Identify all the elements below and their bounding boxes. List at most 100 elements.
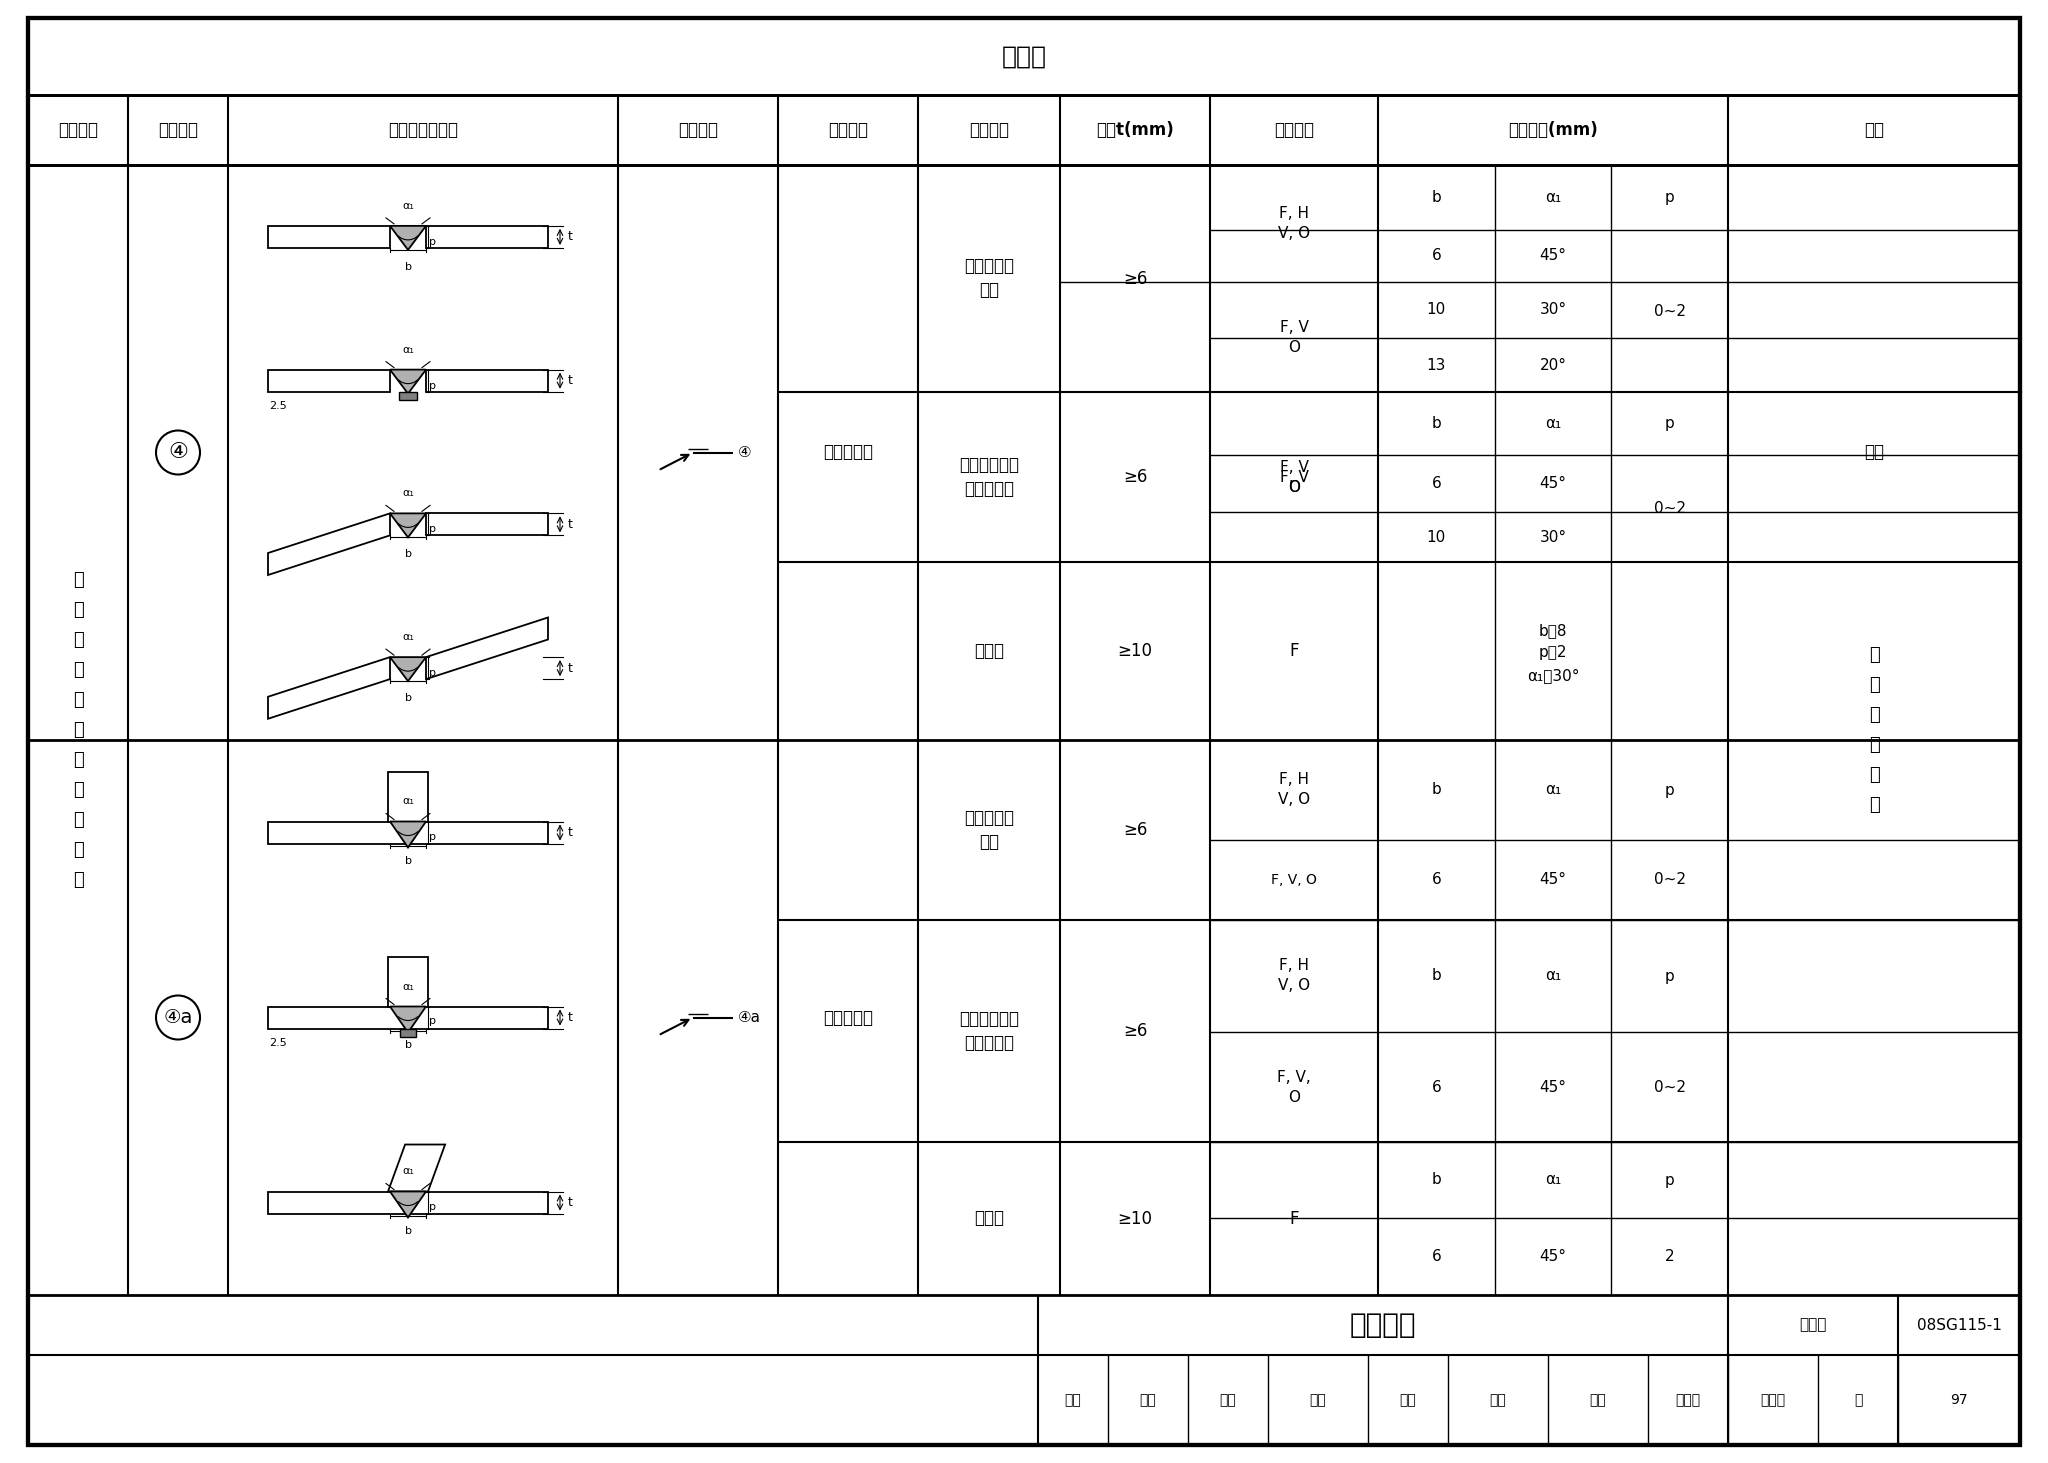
Text: 全焊透焊接: 全焊透焊接: [823, 443, 872, 461]
Text: 设计: 设计: [1589, 1393, 1606, 1407]
Text: 埋弧焊: 埋弧焊: [975, 642, 1004, 660]
Text: 焊透种类: 焊透种类: [827, 121, 868, 139]
Text: 审核: 审核: [1065, 1393, 1081, 1407]
Text: F, H: F, H: [1280, 772, 1309, 787]
Text: 0~2: 0~2: [1653, 872, 1686, 888]
Text: α₁: α₁: [1544, 1172, 1561, 1188]
Text: F, V: F, V: [1280, 470, 1309, 484]
Text: V, O: V, O: [1278, 793, 1311, 808]
Polygon shape: [268, 1191, 549, 1213]
Polygon shape: [268, 657, 389, 718]
Text: 0~2: 0~2: [1653, 500, 1686, 516]
Text: 弧焊: 弧焊: [979, 281, 999, 300]
Text: 接: 接: [72, 870, 84, 890]
Text: ④a: ④a: [737, 1009, 762, 1026]
Polygon shape: [268, 1007, 549, 1028]
Text: p: p: [1665, 190, 1675, 205]
Text: F, V,: F, V,: [1278, 1069, 1311, 1084]
Text: 用: 用: [72, 631, 84, 650]
Text: 气体保护焊、: 气体保护焊、: [958, 456, 1020, 474]
Text: t: t: [567, 1011, 573, 1024]
Polygon shape: [268, 225, 389, 247]
Text: 45°: 45°: [1540, 475, 1567, 492]
Text: 45°: 45°: [1540, 872, 1567, 888]
Text: 焊缝代号: 焊缝代号: [158, 121, 199, 139]
Text: F, V: F, V: [1280, 459, 1309, 474]
Text: 45°: 45°: [1540, 249, 1567, 263]
Text: α₁: α₁: [401, 982, 414, 992]
Text: 焊接方法: 焊接方法: [969, 121, 1010, 139]
Text: 校对: 校对: [1309, 1393, 1327, 1407]
Text: α₁＝30°: α₁＝30°: [1526, 669, 1579, 683]
Text: 30°: 30°: [1540, 303, 1567, 317]
Text: 续前表: 续前表: [1001, 44, 1047, 69]
Text: p: p: [1665, 1172, 1675, 1188]
Text: ≥6: ≥6: [1122, 269, 1147, 288]
Text: p: p: [1665, 415, 1675, 432]
Text: t: t: [567, 375, 573, 388]
Text: 气体保护焊、: 气体保护焊、: [958, 1009, 1020, 1028]
Text: 20°: 20°: [1540, 357, 1567, 373]
Text: 2: 2: [1665, 1249, 1675, 1264]
Text: p: p: [428, 380, 436, 391]
Text: b: b: [1432, 969, 1442, 983]
Text: α₁: α₁: [401, 632, 414, 642]
Polygon shape: [426, 514, 549, 535]
Text: ④: ④: [168, 442, 188, 462]
Polygon shape: [387, 957, 428, 1007]
Text: 页: 页: [1853, 1393, 1862, 1407]
Text: p: p: [428, 1201, 436, 1211]
Text: b: b: [406, 262, 412, 272]
Polygon shape: [426, 370, 549, 392]
Text: 主: 主: [72, 571, 84, 590]
Text: b: b: [1432, 783, 1442, 797]
Text: b: b: [406, 1226, 412, 1235]
Text: F: F: [1290, 1210, 1298, 1227]
Polygon shape: [268, 370, 389, 392]
Text: 及: 及: [72, 751, 84, 770]
Text: 中林: 中林: [1221, 1393, 1237, 1407]
Text: α₁: α₁: [1544, 415, 1561, 432]
Text: t: t: [567, 1195, 573, 1208]
Text: b: b: [406, 1040, 412, 1050]
Polygon shape: [389, 657, 426, 682]
Text: 代: 代: [1868, 767, 1880, 784]
Text: F, V: F, V: [1280, 319, 1309, 335]
Text: p: p: [428, 524, 436, 534]
Text: 互: 互: [1868, 736, 1880, 753]
Text: α₁: α₁: [401, 1166, 414, 1176]
Text: 97: 97: [1950, 1393, 1968, 1407]
Text: F, H: F, H: [1280, 206, 1309, 221]
Text: ≥10: ≥10: [1118, 642, 1153, 660]
Polygon shape: [389, 370, 426, 394]
Text: α₁: α₁: [401, 796, 414, 806]
Text: t: t: [567, 230, 573, 243]
Text: 2.5: 2.5: [268, 401, 287, 411]
Text: 13: 13: [1427, 357, 1446, 373]
Polygon shape: [268, 822, 549, 844]
Text: 赵及兵: 赵及兵: [1761, 1393, 1786, 1407]
Text: 标注样式: 标注样式: [678, 121, 719, 139]
Text: α₁: α₁: [1544, 190, 1561, 205]
Text: b: b: [406, 693, 412, 704]
Text: 自动保护焊: 自动保护焊: [965, 1034, 1014, 1052]
Text: 10: 10: [1427, 530, 1446, 544]
Text: t: t: [567, 661, 573, 674]
Text: 换: 换: [1868, 796, 1880, 813]
Text: b: b: [406, 550, 412, 559]
Text: O: O: [1288, 480, 1300, 494]
Text: 板厚t(mm): 板厚t(mm): [1096, 121, 1174, 139]
Text: b: b: [1432, 415, 1442, 432]
Text: p: p: [428, 831, 436, 841]
Text: ≥6: ≥6: [1122, 1023, 1147, 1040]
Polygon shape: [268, 514, 389, 575]
Text: 45°: 45°: [1540, 1249, 1567, 1264]
Text: 刘光: 刘光: [1489, 1393, 1507, 1407]
Text: 6: 6: [1432, 1080, 1442, 1094]
Text: b: b: [406, 856, 412, 866]
Text: 审林: 审林: [1139, 1393, 1157, 1407]
Text: α₁: α₁: [401, 345, 414, 354]
Polygon shape: [389, 1191, 426, 1217]
Text: 焊条手工电: 焊条手工电: [965, 809, 1014, 827]
Text: 6: 6: [1432, 475, 1442, 492]
